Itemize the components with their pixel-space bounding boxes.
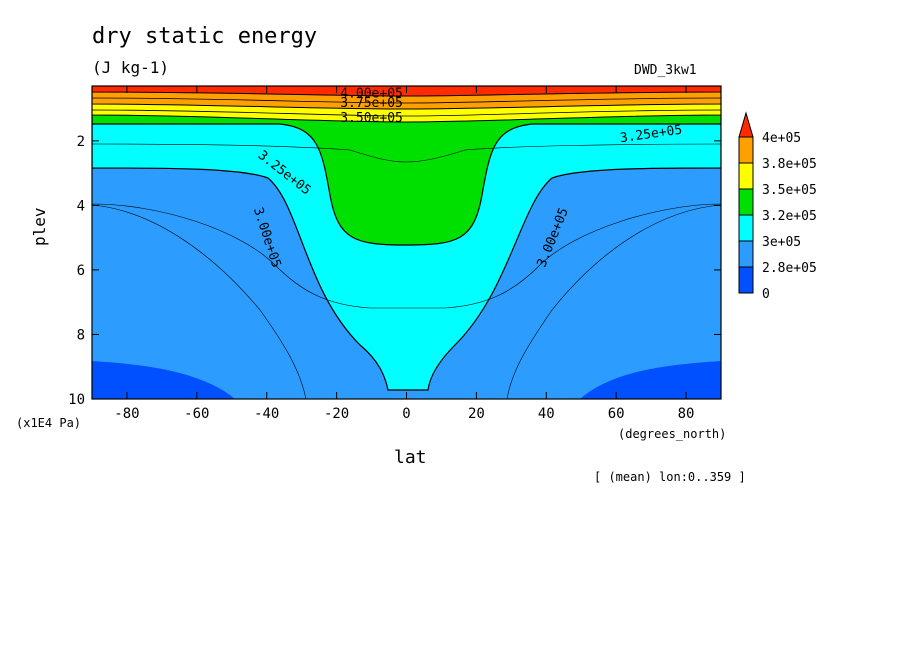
legend-label: 3.2e+05 <box>762 209 817 224</box>
x-tick-label: 20 <box>468 406 485 422</box>
legend-label: 3e+05 <box>762 235 801 250</box>
legend-swatch <box>738 240 754 268</box>
chart-units: (J kg-1) <box>92 58 170 77</box>
legend-label: 3.8e+05 <box>762 157 817 172</box>
x-tick-label: 0 <box>402 406 410 422</box>
legend-swatch <box>738 136 754 164</box>
legend-label: 0 <box>762 287 770 302</box>
dataset-label: DWD_3kw1 <box>634 63 697 78</box>
y-tick-label: 8 <box>77 327 85 343</box>
legend-label: 4e+05 <box>762 131 801 146</box>
band-below-2.8e+05 <box>92 361 721 399</box>
x-tick-label: 40 <box>538 406 555 422</box>
legend-swatch <box>738 214 754 242</box>
contour-line <box>92 109 721 117</box>
legend-swatch <box>738 111 754 138</box>
x-tick-label: -60 <box>184 406 209 422</box>
x-tick-label: -80 <box>114 406 139 422</box>
legend-label: 3.5e+05 <box>762 183 817 198</box>
averaging-note: [ (mean) lon:0..359 ] <box>594 470 746 484</box>
contour-line <box>506 204 721 399</box>
y-axis-units: (x1E4 Pa) <box>16 416 82 430</box>
y-tick-label: 2 <box>77 134 85 150</box>
contour-line <box>92 203 721 309</box>
legend-swatch <box>738 188 754 216</box>
band-3.2e+05 <box>92 86 721 246</box>
contour-label: 3.50e+05 <box>340 111 403 126</box>
legend-label: 2.8e+05 <box>762 261 817 276</box>
y-tick-label: 10 <box>68 392 85 408</box>
x-tick-label: 60 <box>608 406 625 422</box>
x-axis-units: (degrees_north) <box>618 427 727 441</box>
contour-line <box>92 97 721 104</box>
x-tick-label: -20 <box>324 406 349 422</box>
x-tick-label: -40 <box>254 406 279 422</box>
x-tick-label: 80 <box>678 406 695 422</box>
y-tick-label: 6 <box>77 263 85 279</box>
chart-title: dry static energy <box>92 24 318 49</box>
legend-swatch <box>738 266 754 294</box>
contour-label: 3.75e+05 <box>340 96 403 111</box>
x-axis-label: lat <box>394 447 427 468</box>
contour-line <box>92 143 721 163</box>
y-tick-label: 4 <box>77 198 85 214</box>
contour-label: 4.00e+05 <box>340 87 403 102</box>
contour-line <box>92 204 307 399</box>
legend-swatch <box>738 162 754 190</box>
